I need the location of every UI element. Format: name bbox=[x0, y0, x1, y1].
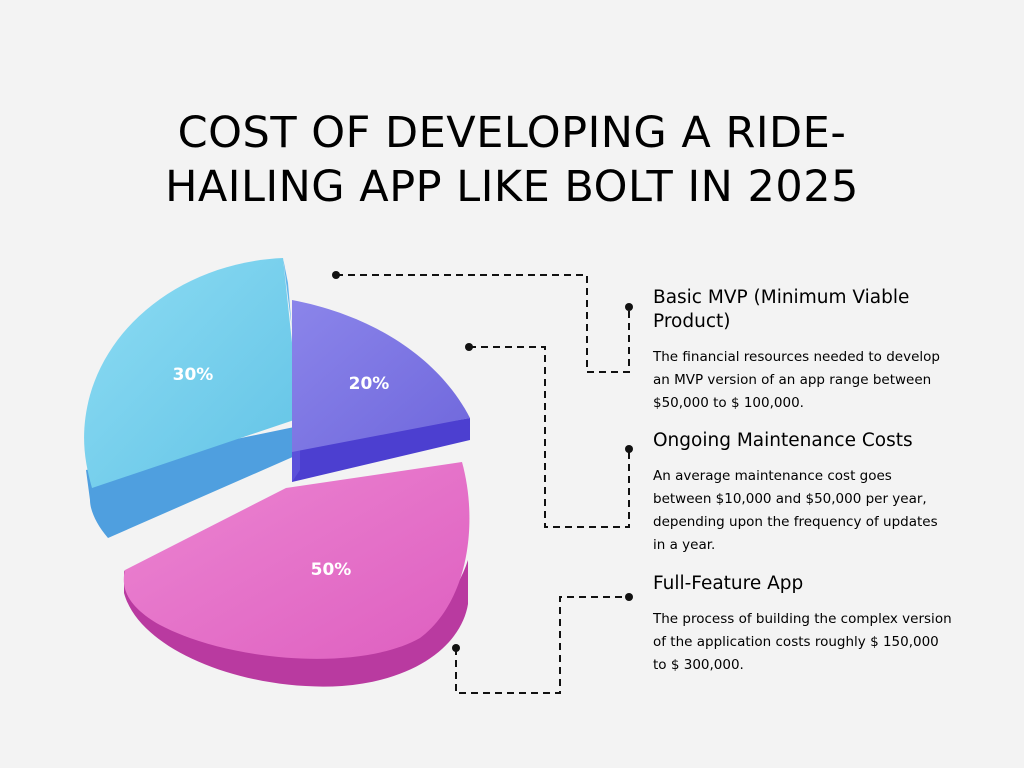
data-label-20: 20% bbox=[349, 374, 390, 394]
title-line-1: COST OF DEVELOPING A RIDE- bbox=[177, 108, 847, 158]
connector-3 bbox=[455, 596, 629, 694]
slice-50-side bbox=[124, 560, 468, 687]
info-text: The process of building the complex vers… bbox=[653, 611, 952, 673]
connector-dot bbox=[625, 445, 633, 453]
info-block-maintenance: Ongoing Maintenance Costs An average mai… bbox=[653, 429, 953, 557]
connector-dot bbox=[452, 644, 460, 652]
slice-20-side bbox=[292, 418, 470, 482]
title-line-2: HAILING APP LIKE BOLT IN 2025 bbox=[165, 162, 859, 212]
connector-dots bbox=[332, 271, 633, 652]
connector-dot bbox=[625, 303, 633, 311]
connector-1 bbox=[336, 274, 630, 373]
slice-20 bbox=[292, 300, 470, 482]
info-heading: Full-Feature App bbox=[653, 573, 804, 594]
connectors bbox=[336, 274, 630, 694]
info-block-full-feature: Full-Feature App The process of building… bbox=[653, 572, 953, 677]
connector-2 bbox=[469, 346, 630, 528]
connector-dot bbox=[332, 271, 340, 279]
info-heading: Basic MVP (Minimum Viable Product) bbox=[653, 287, 910, 332]
info-text: An average maintenance cost goes between… bbox=[653, 468, 938, 553]
data-label-50: 50% bbox=[311, 560, 352, 580]
info-block-mvp: Basic MVP (Minimum Viable Product) The f… bbox=[653, 286, 953, 415]
slice-50-top bbox=[123, 462, 470, 659]
page-title: COST OF DEVELOPING A RIDE- HAILING APP L… bbox=[0, 106, 1024, 214]
slice-20-top bbox=[292, 300, 470, 452]
slice-30-side bbox=[86, 425, 304, 538]
data-label-30: 30% bbox=[173, 365, 214, 385]
info-text: The financial resources needed to develo… bbox=[653, 349, 940, 411]
connector-dot bbox=[465, 343, 473, 351]
slice-30-top bbox=[84, 258, 300, 488]
slice-50 bbox=[123, 462, 470, 687]
connector-dot bbox=[625, 593, 633, 601]
info-heading: Ongoing Maintenance Costs bbox=[653, 430, 913, 451]
